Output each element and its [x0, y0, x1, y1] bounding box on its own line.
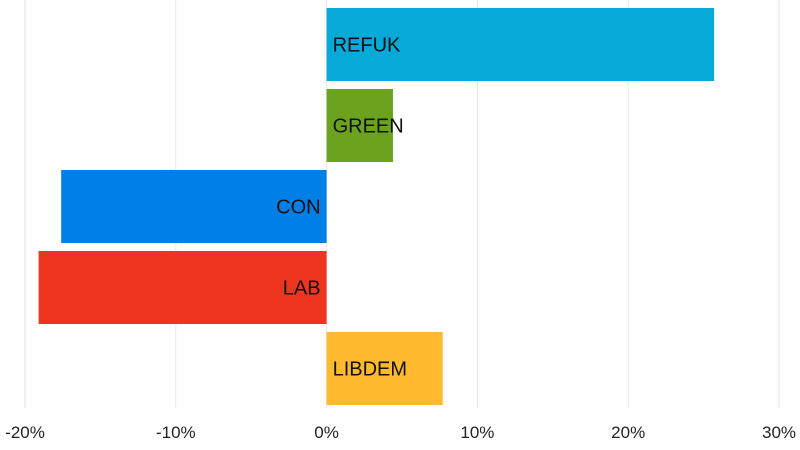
- bar-labels: REFUK GREEN CON LAB LIBDEM: [276, 35, 407, 381]
- x-tick-label: -10%: [156, 423, 196, 442]
- bar-label-libdem: LIBDEM: [333, 359, 407, 381]
- x-axis-ticks: -20% -10% 0% 10% 20% 30%: [5, 423, 796, 442]
- bar-libdem: [326, 332, 443, 405]
- bar-con: [61, 170, 327, 243]
- bar-label-green: GREEN: [333, 116, 404, 138]
- bar-lab: [38, 251, 327, 324]
- x-tick-label: 20%: [611, 423, 645, 442]
- x-tick-label: -20%: [5, 423, 45, 442]
- x-tick-label: 0%: [314, 423, 339, 442]
- bar-green: [326, 89, 393, 162]
- bar-label-lab: LAB: [283, 278, 321, 300]
- bars: [38, 8, 715, 405]
- bar-label-con: CON: [276, 197, 320, 219]
- bar-label-refuk: REFUK: [333, 35, 401, 57]
- x-tick-label: 30%: [762, 423, 796, 442]
- x-tick-label: 10%: [460, 423, 494, 442]
- bar-refuk: [326, 8, 715, 81]
